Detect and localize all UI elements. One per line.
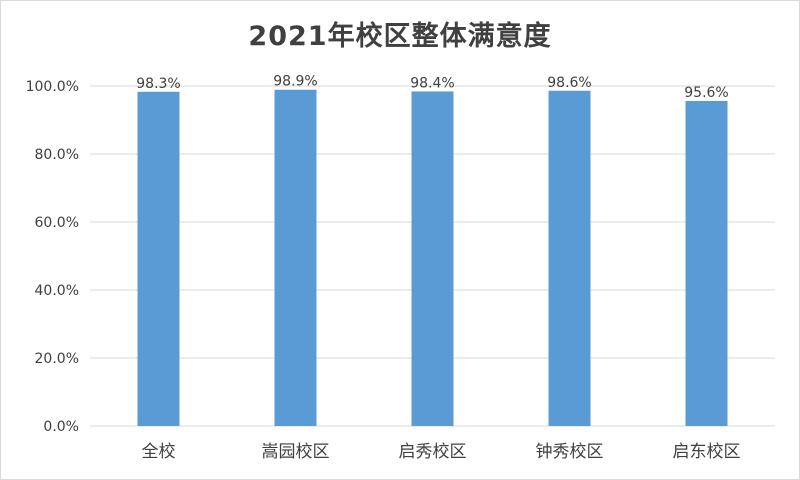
y-tick-label: 0.0% — [43, 419, 79, 435]
data-label: 95.6% — [684, 85, 728, 101]
data-label: 98.9% — [273, 74, 317, 90]
bar — [137, 91, 180, 426]
data-label: 98.4% — [410, 75, 454, 91]
x-tick-label: 全校 — [142, 442, 176, 462]
y-tick-label: 20.0% — [35, 351, 79, 367]
bar — [274, 89, 317, 427]
x-tick-label: 嵩园校区 — [262, 442, 330, 462]
bar — [685, 100, 728, 427]
data-label: 98.6% — [547, 75, 591, 91]
x-tick-label: 启秀校区 — [399, 442, 467, 462]
y-tick-label: 100.0% — [26, 79, 79, 95]
y-tick-label: 80.0% — [35, 147, 79, 163]
chart-title: 2021年校区整体满意度 — [248, 21, 552, 52]
y-tick-label: 60.0% — [35, 215, 79, 231]
x-tick-label: 启东校区 — [673, 442, 741, 462]
bar — [411, 91, 454, 426]
x-tick-label: 钟秀校区 — [536, 442, 604, 462]
bar — [548, 90, 591, 426]
data-label: 98.3% — [136, 76, 180, 92]
y-tick-label: 40.0% — [35, 283, 79, 299]
